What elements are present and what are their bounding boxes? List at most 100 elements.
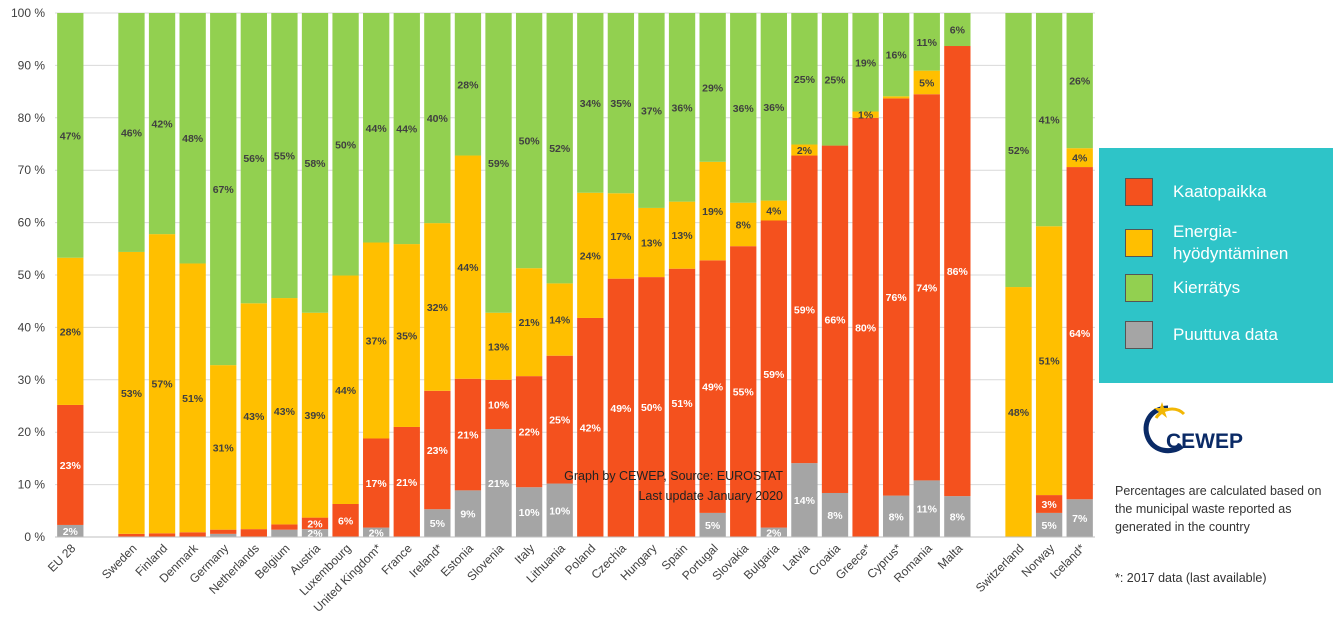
bar-segment [424, 509, 451, 537]
bar-segment [271, 13, 298, 299]
bar-segment [852, 111, 879, 118]
bar-segment [760, 13, 787, 201]
bar-segment [515, 268, 543, 377]
data-label: 37% [641, 105, 663, 117]
data-label: 46% [121, 127, 143, 139]
bar-segment [913, 480, 940, 537]
bar-segment [332, 13, 359, 276]
source-line-1: Graph by CEWEP, Source: EUROSTAT [564, 469, 783, 483]
data-label: 36% [733, 103, 755, 115]
data-label: 51% [672, 398, 694, 410]
footnote-2017: *: 2017 data (last available) [1115, 571, 1267, 585]
bar-segment [454, 13, 482, 156]
y-tick-label: 80 % [18, 111, 46, 125]
bar-segment [883, 495, 910, 537]
bar-segment [424, 223, 451, 391]
data-label: 44% [335, 385, 357, 397]
data-label: 8% [736, 219, 752, 231]
bar-segment [821, 492, 849, 537]
bar-segment [148, 533, 176, 537]
x-tick-label: Iceland* [1047, 541, 1088, 582]
data-label: 25% [824, 74, 846, 86]
logo-star-icon [1154, 402, 1170, 418]
bar-segment [240, 13, 267, 304]
y-axis: 0 % 10 % 20 % 30 % 40 % 50 % 60 % 70 % 80 % 90 % 1… [11, 6, 45, 544]
bar-segment [821, 145, 849, 493]
bar-segment [883, 13, 910, 97]
data-label: 23% [60, 460, 82, 472]
bar-segment [852, 13, 879, 112]
data-label: 42% [152, 119, 174, 131]
data-label: 51% [182, 393, 204, 405]
bar-segment [760, 200, 787, 221]
data-label: 2% [307, 518, 323, 530]
bar-segment [760, 220, 787, 528]
data-label: 21% [519, 317, 541, 329]
bar-segment [913, 13, 940, 71]
data-label: 31% [213, 442, 235, 454]
bar-segment [363, 527, 390, 537]
data-label: 24% [580, 250, 602, 262]
data-label: 64% [1069, 328, 1091, 340]
data-label: 52% [549, 143, 571, 155]
data-label: 42% [580, 422, 602, 434]
data-label: 66% [824, 314, 846, 326]
data-label: 17% [366, 478, 388, 490]
data-label: 57% [152, 379, 174, 391]
data-label: 6% [950, 25, 966, 37]
bar-segment [301, 529, 329, 537]
bar-segment [913, 70, 940, 95]
bar-segment [668, 268, 696, 537]
bar-segment [301, 517, 329, 530]
y-tick-label: 10 % [18, 478, 46, 492]
data-label: 80% [855, 322, 877, 334]
data-label: 23% [427, 445, 449, 457]
bar-segment [271, 524, 298, 530]
data-label: 8% [889, 511, 905, 523]
data-label: 19% [702, 206, 724, 218]
data-label: 8% [950, 512, 966, 524]
data-label: 19% [855, 57, 877, 69]
bar-segment [791, 463, 818, 537]
data-label: 58% [304, 158, 326, 170]
data-label: 47% [60, 130, 82, 142]
bar-segment [821, 13, 849, 146]
y-tick-label: 70 % [18, 163, 46, 177]
bar-segment [515, 487, 543, 537]
data-label: 32% [427, 302, 449, 314]
data-label: 35% [396, 331, 418, 343]
data-label: 74% [916, 282, 938, 294]
data-label: 56% [243, 153, 265, 165]
data-label: 76% [886, 292, 908, 304]
data-label: 28% [60, 326, 82, 338]
bar-segment [179, 532, 206, 537]
legend-item-kierratys: Kierrätys [1125, 274, 1240, 302]
data-label: 10% [488, 399, 510, 411]
bar-segment [577, 192, 604, 318]
data-label: 44% [457, 262, 479, 274]
y-tick-label: 30 % [18, 373, 46, 387]
bar-segment [57, 524, 84, 537]
bars: 2% 23% 28% 47% 53% 46% 57% 42% 51% 48% 31% 67% 43% 56… [57, 13, 1093, 540]
bar-segment [332, 503, 359, 537]
bar-segment [271, 298, 298, 525]
bar-segment [240, 529, 267, 537]
data-label: 21% [396, 477, 418, 489]
data-label: 55% [733, 387, 755, 399]
bar-segment [699, 13, 726, 162]
data-label: 40% [427, 113, 449, 125]
data-label: 55% [274, 151, 296, 163]
bar-segment [240, 303, 267, 530]
bar-segment [791, 155, 818, 464]
bar-segment [393, 13, 420, 245]
data-label: 5% [705, 520, 721, 532]
bar-segment [546, 283, 573, 356]
data-label: 14% [549, 315, 571, 327]
bar-segment [210, 365, 237, 530]
bar-segment [638, 277, 665, 537]
data-label: 44% [396, 124, 418, 136]
data-label: 36% [672, 102, 694, 114]
chart-source-note: Graph by CEWEP, Source: EUROSTAT Last up… [520, 466, 783, 506]
data-label: 51% [1039, 356, 1061, 368]
data-label: 67% [213, 184, 235, 196]
